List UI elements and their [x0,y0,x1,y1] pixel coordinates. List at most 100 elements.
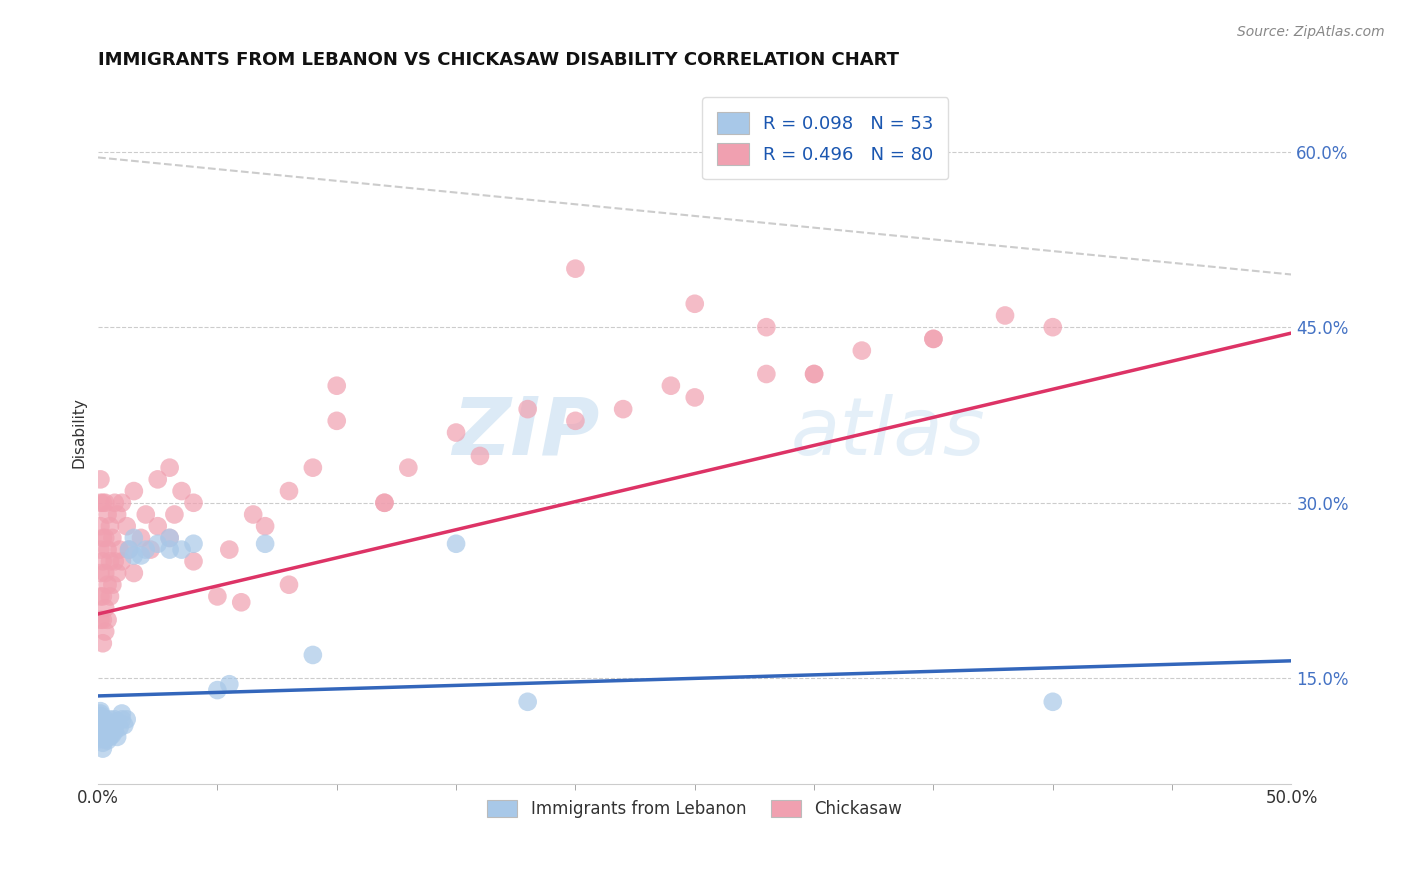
Point [91,496,114,510]
Point [755,367,778,381]
Point [89,724,111,739]
Point [94,496,117,510]
Point [97,613,120,627]
Point [122,549,145,563]
Point [91,712,114,726]
Point [135,542,157,557]
Point [94,726,117,740]
Point [101,728,124,742]
Point [108,721,131,735]
Point [97,733,120,747]
Point [468,449,491,463]
Point [89,472,111,486]
Point [105,508,128,522]
Point [98,724,121,739]
Point [94,601,117,615]
Point [115,712,138,726]
Point [111,554,134,568]
Point [91,636,114,650]
Point [146,472,169,486]
Point [101,718,124,732]
Point [564,414,586,428]
Point [98,590,121,604]
Point [94,624,117,639]
Point [94,712,117,726]
Point [105,566,128,580]
Point [94,531,117,545]
Point [516,695,538,709]
Point [242,508,264,522]
Point [122,566,145,580]
Point [111,712,134,726]
Point [851,343,873,358]
Point [231,595,253,609]
Point [91,554,114,568]
Point [111,706,134,721]
Point [278,578,301,592]
Point [659,378,682,392]
Point [112,718,135,732]
Point [104,712,127,726]
Point [170,542,193,557]
Point [139,542,162,557]
Point [922,332,945,346]
Point [302,648,325,662]
Point [89,496,111,510]
Point [98,712,121,726]
Point [183,554,205,568]
Point [444,425,467,440]
Point [373,496,395,510]
Point [115,519,138,533]
Point [683,391,706,405]
Point [91,613,114,627]
Point [91,741,114,756]
Point [755,320,778,334]
Point [1042,320,1064,334]
Point [129,549,152,563]
Point [94,566,117,580]
Y-axis label: Disability: Disability [72,397,86,468]
Point [1042,695,1064,709]
Point [104,496,127,510]
Point [91,724,114,739]
Point [89,542,111,557]
Point [325,378,347,392]
Point [159,531,181,545]
Point [159,531,181,545]
Point [104,554,127,568]
Point [89,706,111,721]
Point [98,519,121,533]
Point [396,460,419,475]
Point [373,496,395,510]
Point [129,531,152,545]
Point [89,613,111,627]
Point [218,677,240,691]
Point [91,531,114,545]
Point [97,542,120,557]
Point [218,542,240,557]
Point [97,508,120,522]
Point [91,590,114,604]
Point [118,542,141,557]
Point [97,718,120,732]
Point [922,332,945,346]
Point [254,519,277,533]
Point [122,531,145,545]
Point [101,578,124,592]
Point [207,590,229,604]
Point [683,297,706,311]
Point [612,402,634,417]
Text: Source: ZipAtlas.com: Source: ZipAtlas.com [1237,25,1385,39]
Point [183,496,205,510]
Point [98,554,121,568]
Point [104,724,127,739]
Text: IMMIGRANTS FROM LEBANON VS CHICKASAW DISABILITY CORRELATION CHART: IMMIGRANTS FROM LEBANON VS CHICKASAW DIS… [98,51,898,69]
Legend: Immigrants from Lebanon, Chickasaw: Immigrants from Lebanon, Chickasaw [481,793,908,824]
Point [97,726,120,740]
Point [135,508,157,522]
Point [444,537,467,551]
Point [89,709,111,723]
Point [89,590,111,604]
Text: atlas: atlas [790,393,986,472]
Point [97,578,120,592]
